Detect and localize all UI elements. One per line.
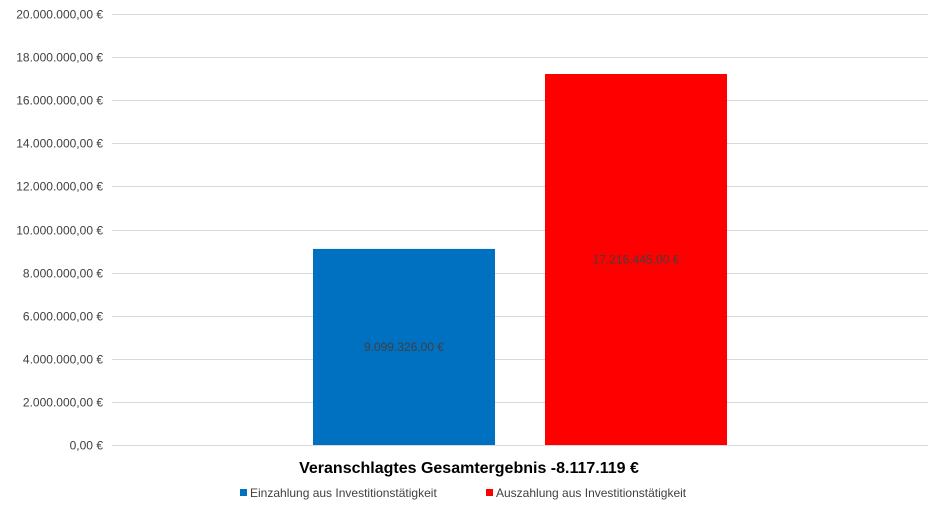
y-tick-label: 12.000.000,00 € xyxy=(16,180,103,194)
y-tick-label: 6.000.000,00 € xyxy=(23,310,103,324)
y-tick-label: 20.000.000,00 € xyxy=(16,8,103,22)
bars xyxy=(313,73,727,446)
y-tick-label: 14.000.000,00 € xyxy=(16,137,103,151)
y-axis-tick-labels: 0,00 € 2.000.000,00 € 4.000.000,00 € 6.000.… xyxy=(16,8,103,453)
data-labels: 9.099.326,00 € 17.216.445,00 € xyxy=(364,252,680,353)
y-tick-label: 0,00 € xyxy=(70,439,104,453)
y-tick-label: 8.000.000,00 € xyxy=(23,267,103,281)
data-label-2: 17.216.445,00 € xyxy=(593,252,680,266)
legend-swatch-1 xyxy=(240,489,247,496)
y-tick-label: 10.000.000,00 € xyxy=(16,224,103,238)
y-tick-label: 2.000.000,00 € xyxy=(23,396,103,410)
data-label-1: 9.099.326,00 € xyxy=(364,340,444,354)
legend-swatch-2 xyxy=(486,489,493,496)
y-tick-label: 4.000.000,00 € xyxy=(23,353,103,367)
y-tick-label: 18.000.000,00 € xyxy=(16,51,103,65)
chart-title: Veranschlagtes Gesamtergebnis -8.117.119… xyxy=(299,460,639,477)
legend-label-2: Auszahlung aus Investitionstätigkeit xyxy=(496,486,687,500)
bar-1 xyxy=(313,248,495,445)
gridlines xyxy=(112,14,928,446)
y-tick-label: 16.000.000,00 € xyxy=(16,94,103,108)
legend-label-1: Einzahlung aus Investitionstätigkeit xyxy=(250,486,437,500)
bar-2 xyxy=(545,73,727,446)
legend: Einzahlung aus Investitionstätigkeit Ausz… xyxy=(240,486,687,500)
